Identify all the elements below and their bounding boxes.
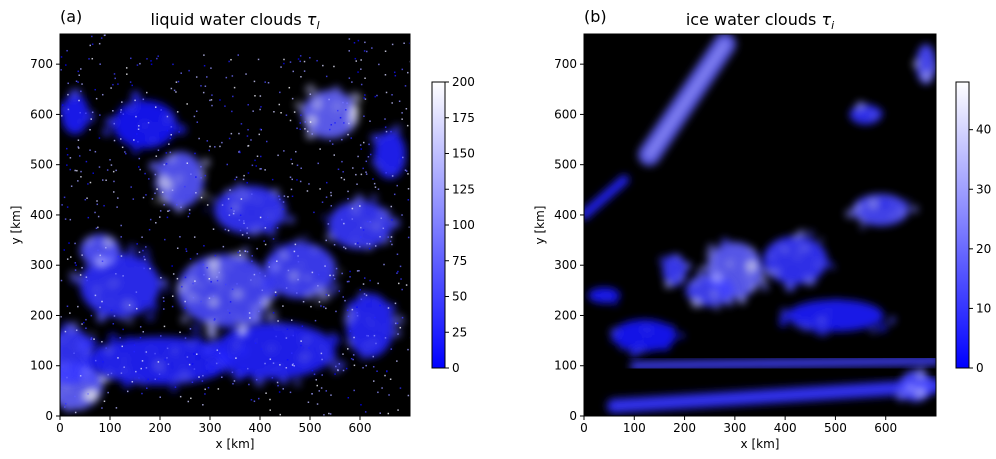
colorbar-tick-label: 50 [452,290,467,304]
plot-frame [583,33,937,417]
x-tick-label: 100 [99,421,122,435]
x-tick-label: 600 [874,421,897,435]
cloud-region [176,246,280,339]
cloud-region [102,91,187,155]
colorbar-tick-label: 30 [976,182,991,196]
x-tick-label: 500 [824,421,847,435]
y-tick-label: 200 [30,308,53,322]
x-tick-label: 100 [623,421,646,435]
cloud-region [763,229,836,292]
x-tick-label: 400 [774,421,797,435]
colorbar-tick-label: 200 [452,75,475,89]
colorbar-tick-label: 25 [452,325,467,339]
cloud-region [204,181,295,237]
cloud-region [77,332,249,392]
cloud-field [584,34,936,414]
cloud-region [343,291,405,361]
y-tick-label: 200 [554,308,577,322]
colorbar-tick-label: 20 [976,242,991,256]
y-axis-label: y [km] [533,206,547,245]
cloud-region [849,101,884,125]
cloud-region [370,124,406,179]
cloud-region [69,244,170,325]
cloud-region [895,366,932,402]
x-tick-label: 300 [723,421,746,435]
y-tick-label: 500 [554,158,577,172]
x-tick-label: 0 [56,421,64,435]
cloud-band [584,174,630,220]
panel-b: 0 100 200 300 400 500 600010020030040050060070… [533,7,991,451]
cloud-region [295,84,363,140]
y-axis-label: y [km] [9,206,23,245]
cloud-region [80,234,120,269]
colorbar-tick-label: 40 [976,123,991,137]
y-tick-label: 700 [554,57,577,71]
panel-label: (a) [60,7,82,26]
y-tick-label: 0 [569,409,577,423]
colorbar-tick-label: 150 [452,147,475,161]
cloud-region [262,235,343,305]
cloud-region [845,193,919,230]
colorbar [431,81,446,369]
y-tick-label: 400 [30,208,53,222]
y-tick-label: 100 [554,359,577,373]
y-tick-label: 400 [554,208,577,222]
colorbar-tick-label: 0 [976,361,984,375]
cloud-region [779,298,896,337]
colorbar-tick-label: 175 [452,111,475,125]
cloud-speckle [60,34,410,416]
colorbar-tick-label: 0 [452,361,460,375]
cloud-band [629,356,936,371]
cloud-region [609,319,685,358]
x-axis-label: x [km] [216,437,255,451]
chart-title: ice water clouds τi [686,10,834,32]
x-tick-label: 600 [349,421,372,435]
y-tick-label: 300 [554,258,577,272]
y-tick-label: 600 [30,107,53,121]
y-tick-label: 100 [30,359,53,373]
cloud-region [60,89,95,135]
cloud-region [685,269,735,311]
colorbar-tick-label: 125 [452,182,475,196]
y-tick-label: 300 [30,258,53,272]
cloud-region [588,287,621,307]
x-tick-label: 500 [299,421,322,435]
cloud-field [60,34,410,416]
colorbar-tick-label: 100 [452,218,475,232]
x-tick-label: 300 [199,421,222,435]
cloud-band [606,378,936,414]
cloud-region [203,312,346,388]
cloud-region [322,194,401,252]
x-tick-label: 400 [249,421,272,435]
y-tick-label: 700 [30,57,53,71]
colorbar-tick-label: 75 [452,254,467,268]
x-tick-label: 200 [673,421,696,435]
cloud-region [658,254,692,289]
colorbar-tick-label: 10 [976,301,991,315]
y-tick-label: 500 [30,158,53,172]
panel-label: (b) [584,7,607,26]
cloud-region [148,151,210,213]
y-tick-label: 0 [45,409,53,423]
cloud-band [638,34,737,166]
x-tick-label: 0 [580,421,588,435]
plot-frame [59,33,411,417]
y-tick-label: 600 [554,107,577,121]
panel-a: 0 100 200 300 400 500 600010020030040050060070… [9,7,475,451]
x-axis-label: x [km] [741,437,780,451]
x-tick-label: 200 [149,421,172,435]
colorbar [955,81,970,369]
cloud-region [912,44,936,85]
chart-title: liquid water clouds τl [151,10,320,32]
